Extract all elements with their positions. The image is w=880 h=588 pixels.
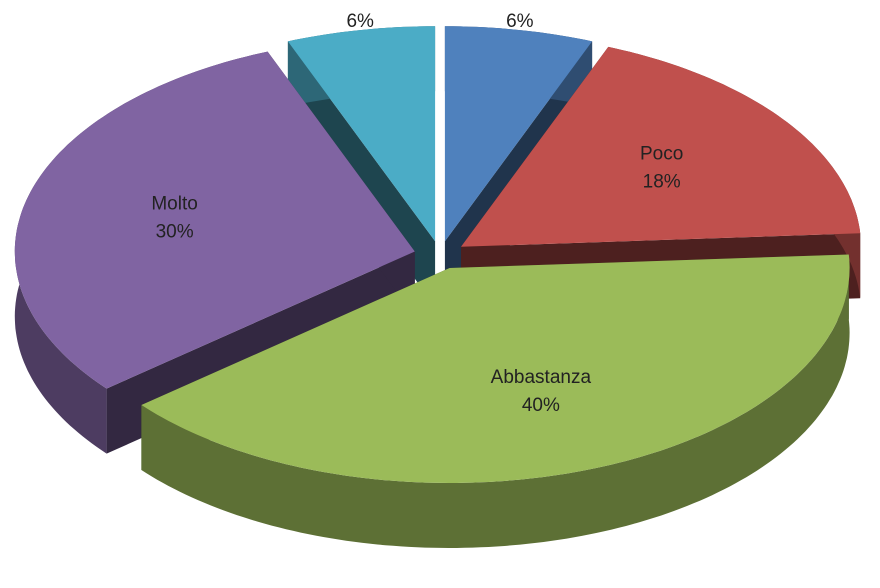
slice-value-label: 6% [346, 11, 374, 32]
slice-value-label: 18% [643, 171, 681, 192]
slice-value-label: 30% [156, 221, 194, 242]
slice-label: Abbastanza [491, 367, 592, 388]
slice-top [444, 26, 593, 242]
slice-value-label: 6% [506, 11, 534, 32]
slice-top [141, 254, 850, 483]
slice-label: Moltissimo [315, 0, 405, 4]
slice-value-label: 40% [522, 395, 560, 416]
slice-top [14, 51, 415, 389]
slice-label: Molto [151, 193, 197, 214]
slice-wall [141, 254, 850, 548]
slice-label: Poco [640, 143, 683, 164]
slice-top [287, 26, 436, 242]
slice-top [461, 46, 861, 247]
slice [141, 254, 850, 548]
slice-label: Per niente [477, 0, 564, 4]
